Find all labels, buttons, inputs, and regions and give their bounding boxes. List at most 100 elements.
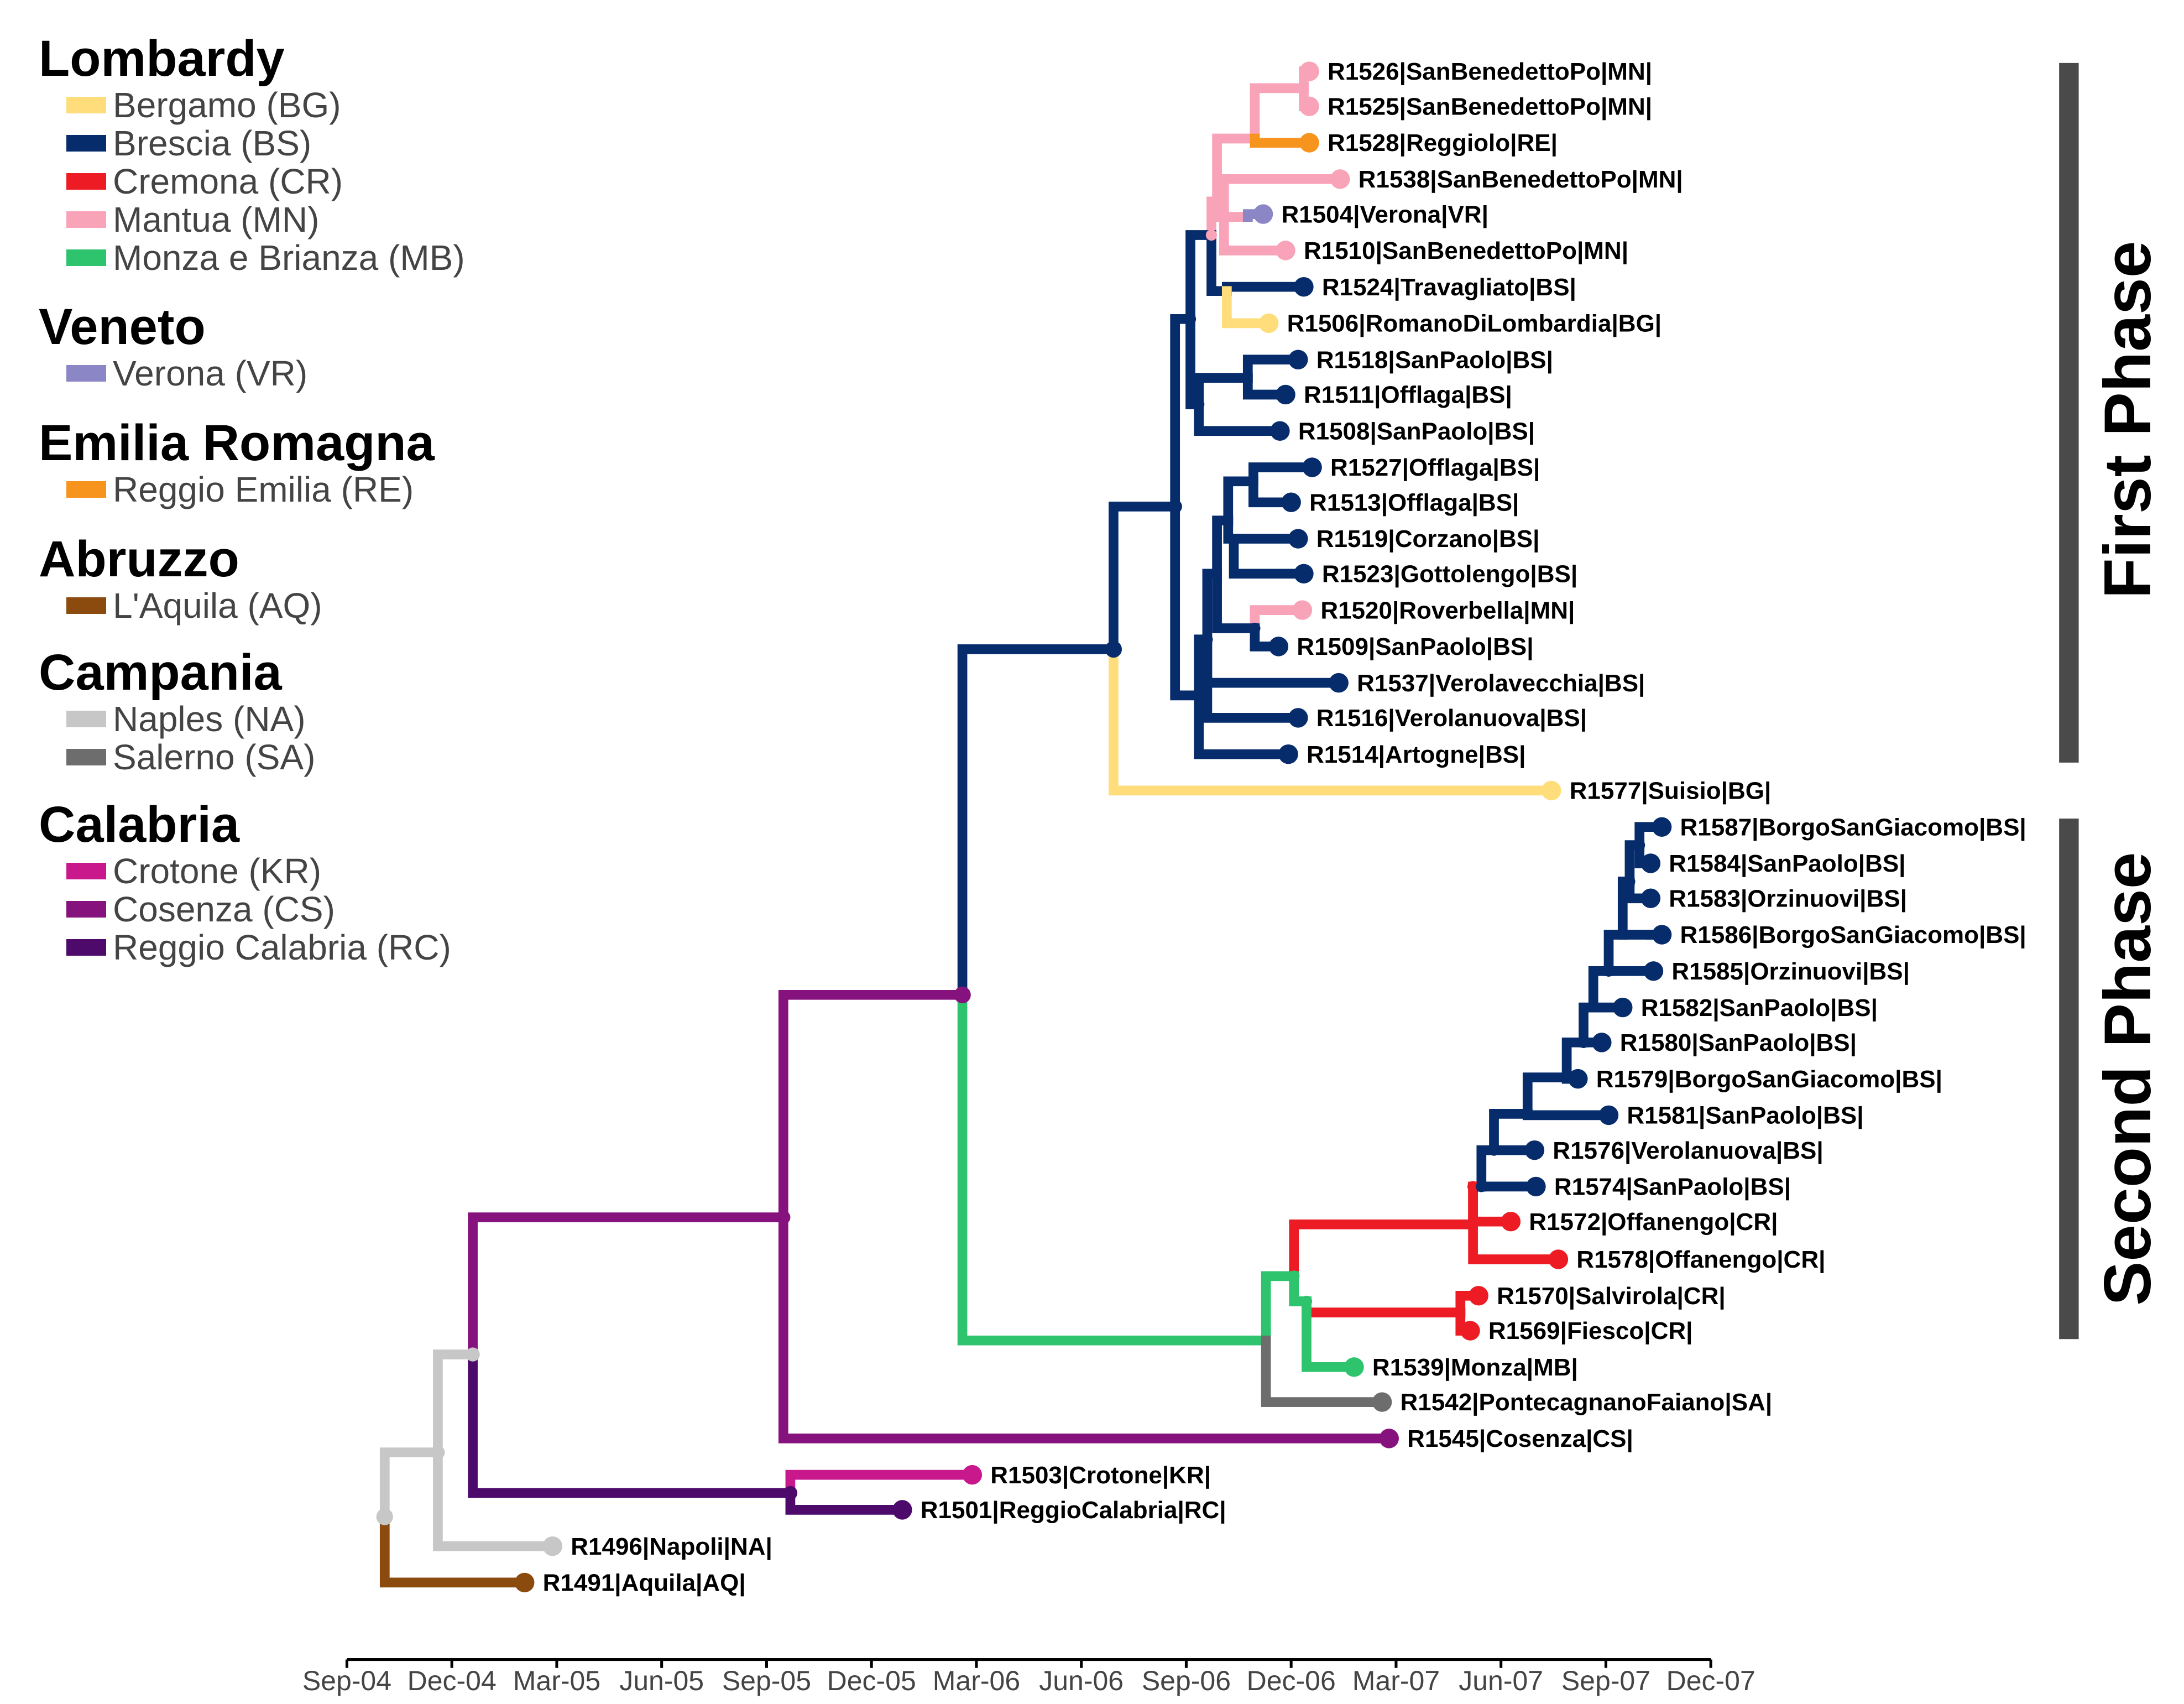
axis-tick-label: Sep-05 bbox=[722, 1665, 811, 1696]
tip-label: R1578|Offanengo|CR| bbox=[1576, 1246, 1825, 1274]
node-marker bbox=[515, 1572, 535, 1593]
tip-label: R1579|BorgoSanGiacomo|BS| bbox=[1596, 1066, 1942, 1093]
tip-label: R1576|Verolanuova|BS| bbox=[1553, 1137, 1823, 1165]
legend-region-title: Emilia Romagna bbox=[39, 415, 435, 471]
legend-item: Reggio Calabria (RC) bbox=[66, 927, 451, 967]
tip-label: R1542|PontecagnanoFaiano|SA| bbox=[1401, 1389, 1773, 1416]
branch bbox=[1489, 1109, 1533, 1155]
tip-label: R1516|Verolanuova|BS| bbox=[1316, 705, 1587, 732]
branch bbox=[1468, 1219, 1564, 1264]
branch bbox=[379, 1512, 530, 1588]
legend-swatch bbox=[66, 710, 106, 727]
tip-label: R1526|SanBenedettoPo|MN| bbox=[1328, 58, 1652, 86]
node-marker bbox=[1330, 169, 1350, 189]
legend-item-label: Bergamo (BG) bbox=[113, 85, 341, 125]
branch bbox=[1221, 286, 1274, 329]
legend-swatch bbox=[66, 173, 106, 190]
node-marker bbox=[1598, 1105, 1619, 1125]
node-marker bbox=[1193, 690, 1205, 701]
branch bbox=[379, 1447, 443, 1522]
branch bbox=[433, 1447, 558, 1551]
legend-item-label: L'Aquila (AQ) bbox=[113, 585, 322, 626]
node-marker bbox=[1288, 529, 1308, 549]
tip-label: R1527|Offlaga|BS| bbox=[1330, 454, 1540, 482]
axis-tick-label: Jun-06 bbox=[1039, 1665, 1124, 1696]
node-marker bbox=[1592, 1033, 1612, 1052]
legend-region-title: Campania bbox=[39, 644, 282, 701]
branch bbox=[1588, 966, 1614, 1013]
node-marker bbox=[1184, 313, 1197, 325]
node-marker bbox=[1294, 564, 1314, 584]
axis-tick-label: Jun-07 bbox=[1459, 1665, 1543, 1696]
node-marker bbox=[466, 1347, 480, 1362]
branch bbox=[1302, 1296, 1359, 1372]
node-marker bbox=[1302, 457, 1322, 477]
node-marker bbox=[1568, 1069, 1588, 1089]
node-marker bbox=[1294, 277, 1314, 297]
legend-swatch bbox=[66, 134, 106, 152]
node-marker bbox=[1253, 204, 1273, 224]
branch bbox=[1476, 1145, 1499, 1192]
branch bbox=[1194, 399, 1285, 436]
legend-item: Reggio Emilia (RE) bbox=[66, 470, 414, 509]
branch bbox=[1242, 373, 1290, 400]
node-marker bbox=[1476, 1181, 1487, 1192]
node-marker bbox=[1193, 399, 1205, 410]
axis-tick-label: Sep-07 bbox=[1561, 1665, 1650, 1696]
phase-brackets: First Phase Second Phase bbox=[2059, 62, 2165, 1340]
legend-swatch bbox=[66, 748, 106, 765]
node-marker bbox=[1652, 925, 1672, 945]
tip-label: R1577|Suisio|BG| bbox=[1570, 778, 1772, 805]
node-marker bbox=[1603, 965, 1615, 977]
legend-item: Cremona (CR) bbox=[66, 161, 343, 201]
legend-item: Crotone (KR) bbox=[66, 851, 321, 891]
node-marker bbox=[1460, 1321, 1480, 1341]
branch bbox=[1250, 605, 1308, 633]
node-marker bbox=[1548, 1249, 1569, 1269]
tip-label: R1501|ReggioCalabria|RC| bbox=[921, 1497, 1226, 1524]
legend-swatch bbox=[66, 364, 106, 382]
axis-tick-label: Mar-05 bbox=[513, 1665, 600, 1696]
node-marker bbox=[1613, 997, 1633, 1018]
branch bbox=[1261, 1271, 1299, 1346]
legend-swatch bbox=[66, 597, 106, 614]
legend-swatch bbox=[66, 900, 106, 918]
branch bbox=[1250, 83, 1309, 144]
legend-item: Mantua (MN) bbox=[66, 200, 319, 239]
tip-label: R1513|Offlaga|BS| bbox=[1309, 489, 1519, 517]
node-marker bbox=[1501, 1211, 1521, 1232]
branch bbox=[1261, 1335, 1387, 1407]
tip-label: R1508|SanPaolo|BS| bbox=[1298, 418, 1535, 445]
node-marker bbox=[1643, 961, 1664, 981]
tip-label: R1504|Verona|VR| bbox=[1281, 201, 1488, 228]
legend-item-label: Naples (NA) bbox=[113, 699, 306, 739]
branch bbox=[1250, 133, 1314, 148]
tip-label: R1538|SanBenedettoPo|MN| bbox=[1359, 166, 1683, 194]
legend-region-title: Veneto bbox=[39, 299, 206, 355]
phase-bar bbox=[2059, 62, 2079, 763]
tip-label: R1585|Orzinuovi|BS| bbox=[1671, 958, 1910, 986]
tip-label: R1506|RomanoDiLombardia|BG| bbox=[1287, 310, 1662, 338]
node-marker bbox=[1276, 384, 1295, 405]
node-marker bbox=[1299, 61, 1319, 81]
node-marker bbox=[1300, 1295, 1313, 1307]
legend-swatch bbox=[66, 939, 106, 956]
legend-item-label: Cremona (CR) bbox=[113, 161, 343, 201]
tip-label: R1524|Travagliato|BS| bbox=[1322, 274, 1576, 301]
legend-item-label: Reggio Calabria (RC) bbox=[113, 927, 451, 967]
node-marker bbox=[1288, 350, 1308, 369]
tip-label: R1519|Corzano|BS| bbox=[1316, 525, 1540, 553]
node-marker bbox=[892, 1500, 912, 1520]
node-marker bbox=[1488, 1144, 1500, 1156]
node-marker bbox=[1249, 622, 1261, 634]
node-marker bbox=[1469, 1286, 1488, 1306]
branch bbox=[1109, 644, 1556, 796]
branch bbox=[1229, 534, 1309, 579]
legend-swatch bbox=[66, 249, 106, 266]
phase-bar bbox=[2059, 819, 2079, 1340]
tip-label: R1569|Fiesco|CR| bbox=[1488, 1317, 1693, 1345]
legend-swatch bbox=[66, 862, 106, 879]
tip-label: R1582|SanPaolo|BS| bbox=[1641, 994, 1878, 1022]
legend-region-title: Calabria bbox=[39, 796, 240, 853]
tip-label: R1537|Verolavecchia|BS| bbox=[1357, 670, 1645, 697]
